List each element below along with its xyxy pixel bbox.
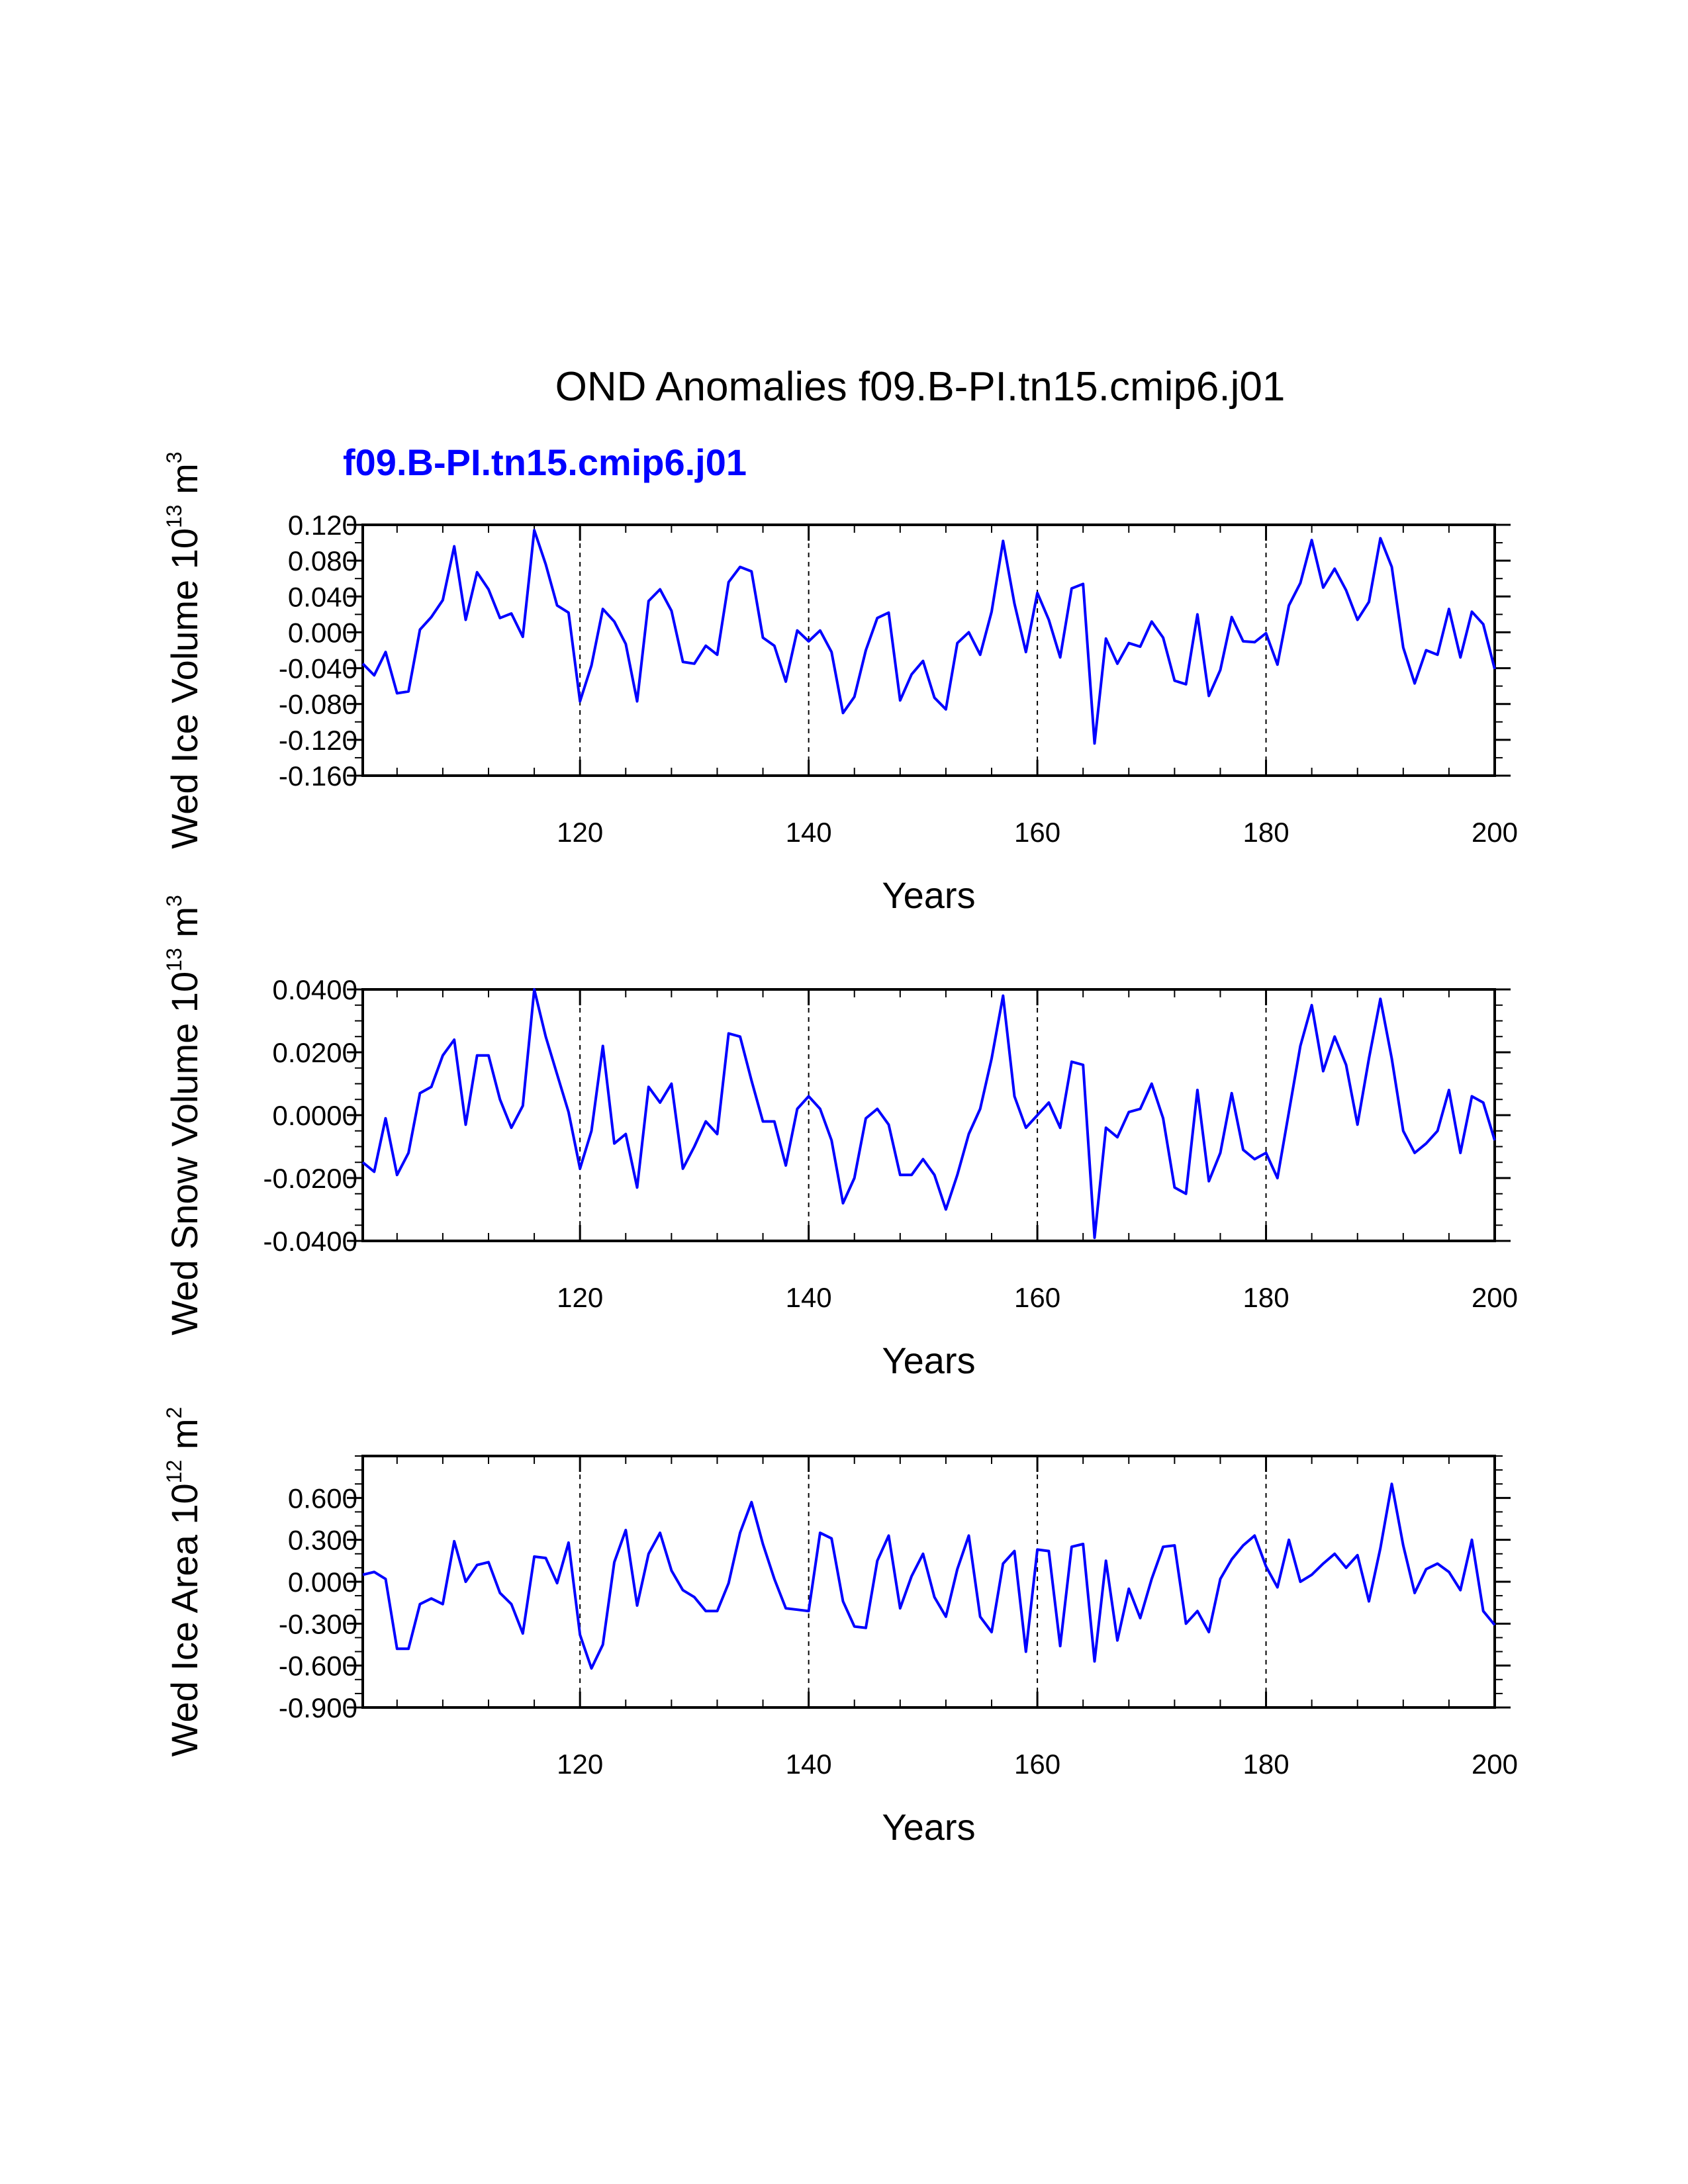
y-label-exponent: 13 (162, 504, 186, 528)
x-tick-label: 160 (1014, 1282, 1060, 1313)
y-tick-label: 0.300 (288, 1525, 357, 1556)
y-tick-label: 0.600 (288, 1482, 357, 1514)
x-tick-label: 160 (1014, 1749, 1060, 1780)
series-line (361, 988, 1496, 1240)
figure-title: OND Anomalies f09.B-PI.tn15.cmip6.j01 (555, 364, 1286, 410)
y-tick-label: -0.0400 (263, 1226, 357, 1257)
y-tick-label: -0.120 (279, 725, 357, 756)
y-label-unit-exponent: 2 (162, 1407, 186, 1419)
y-tick-label: -0.900 (279, 1692, 357, 1723)
x-tick-label: 140 (786, 817, 832, 848)
plot-frame (361, 1455, 1496, 1709)
y-label-unit: m (164, 463, 205, 504)
series-line (362, 1482, 1496, 1670)
y-tick-label: -0.160 (279, 760, 357, 792)
x-tick-label: 120 (557, 817, 603, 848)
y-label-unit-exponent: 3 (162, 451, 186, 463)
y-tick-label: 0.000 (288, 617, 357, 648)
x-tick-label: 140 (786, 1282, 832, 1313)
chart-panels: 120 140 160 180 200 0.120 0.080 0.040 0.000 -0.04… (162, 451, 1518, 1848)
y-label-base: Wed Ice Volume 10 (164, 528, 205, 849)
y-label-base: Wed Snow Volume 10 (164, 972, 205, 1336)
x-axis-label: Years (882, 1340, 975, 1381)
figure-subtitle: f09.B-PI.tn15.cmip6.j01 (343, 441, 747, 483)
x-axis-label: Years (882, 1806, 975, 1848)
y-tick-label: -0.040 (279, 653, 357, 684)
chart-panel-2: 120 140 160 180 200 0.0400 0.0200 0.0000 -0.0200… (162, 895, 1518, 1381)
y-tick-label: -0.080 (279, 689, 357, 720)
x-tick-label: 180 (1243, 817, 1289, 848)
x-tick-label: 180 (1243, 1749, 1289, 1780)
y-label-unit-exponent: 3 (162, 895, 186, 907)
plot-frame (361, 988, 1496, 1242)
x-axis-label: Years (882, 874, 975, 916)
y-tick-label: 0.000 (288, 1567, 357, 1598)
x-tick-label: 200 (1472, 1282, 1518, 1313)
y-label-unit: m (164, 907, 205, 948)
x-tick-label: 120 (557, 1749, 603, 1780)
y-axis-label: Wed Ice Volume 1013 m3 (162, 451, 205, 848)
series-line (361, 529, 1496, 745)
y-tick-label: -0.300 (279, 1608, 357, 1639)
y-tick-label: -0.600 (279, 1651, 357, 1682)
chart-panel-3: 120 140 160 180 200 0.600 0.300 0.000 -0.300 -0.6… (162, 1407, 1518, 1848)
y-tick-label: 0.0200 (273, 1037, 357, 1068)
x-tick-label: 200 (1472, 817, 1518, 848)
y-label-exponent: 13 (162, 948, 186, 972)
y-label-unit: m (164, 1418, 205, 1459)
y-tick-label: -0.0200 (263, 1163, 357, 1194)
plot-frame (361, 523, 1496, 777)
x-tick-label: 140 (786, 1749, 832, 1780)
y-tick-label: 0.040 (288, 581, 357, 612)
chart-panel-1: 120 140 160 180 200 0.120 0.080 0.040 0.000 -0.04… (162, 451, 1518, 916)
y-tick-label: 0.0000 (273, 1100, 357, 1131)
y-label-base: Wed Ice Area 10 (164, 1483, 205, 1756)
x-tick-label: 160 (1014, 817, 1060, 848)
y-tick-label: 0.0400 (273, 974, 357, 1005)
y-axis-label: Wed Snow Volume 1013 m3 (162, 895, 205, 1336)
y-tick-label: 0.080 (288, 545, 357, 576)
y-tick-label: 0.120 (288, 510, 357, 541)
x-tick-label: 180 (1243, 1282, 1289, 1313)
x-tick-label: 120 (557, 1282, 603, 1313)
y-label-exponent: 12 (162, 1460, 186, 1484)
x-tick-label: 200 (1472, 1749, 1518, 1780)
y-axis-label: Wed Ice Area 1012 m2 (162, 1407, 205, 1757)
